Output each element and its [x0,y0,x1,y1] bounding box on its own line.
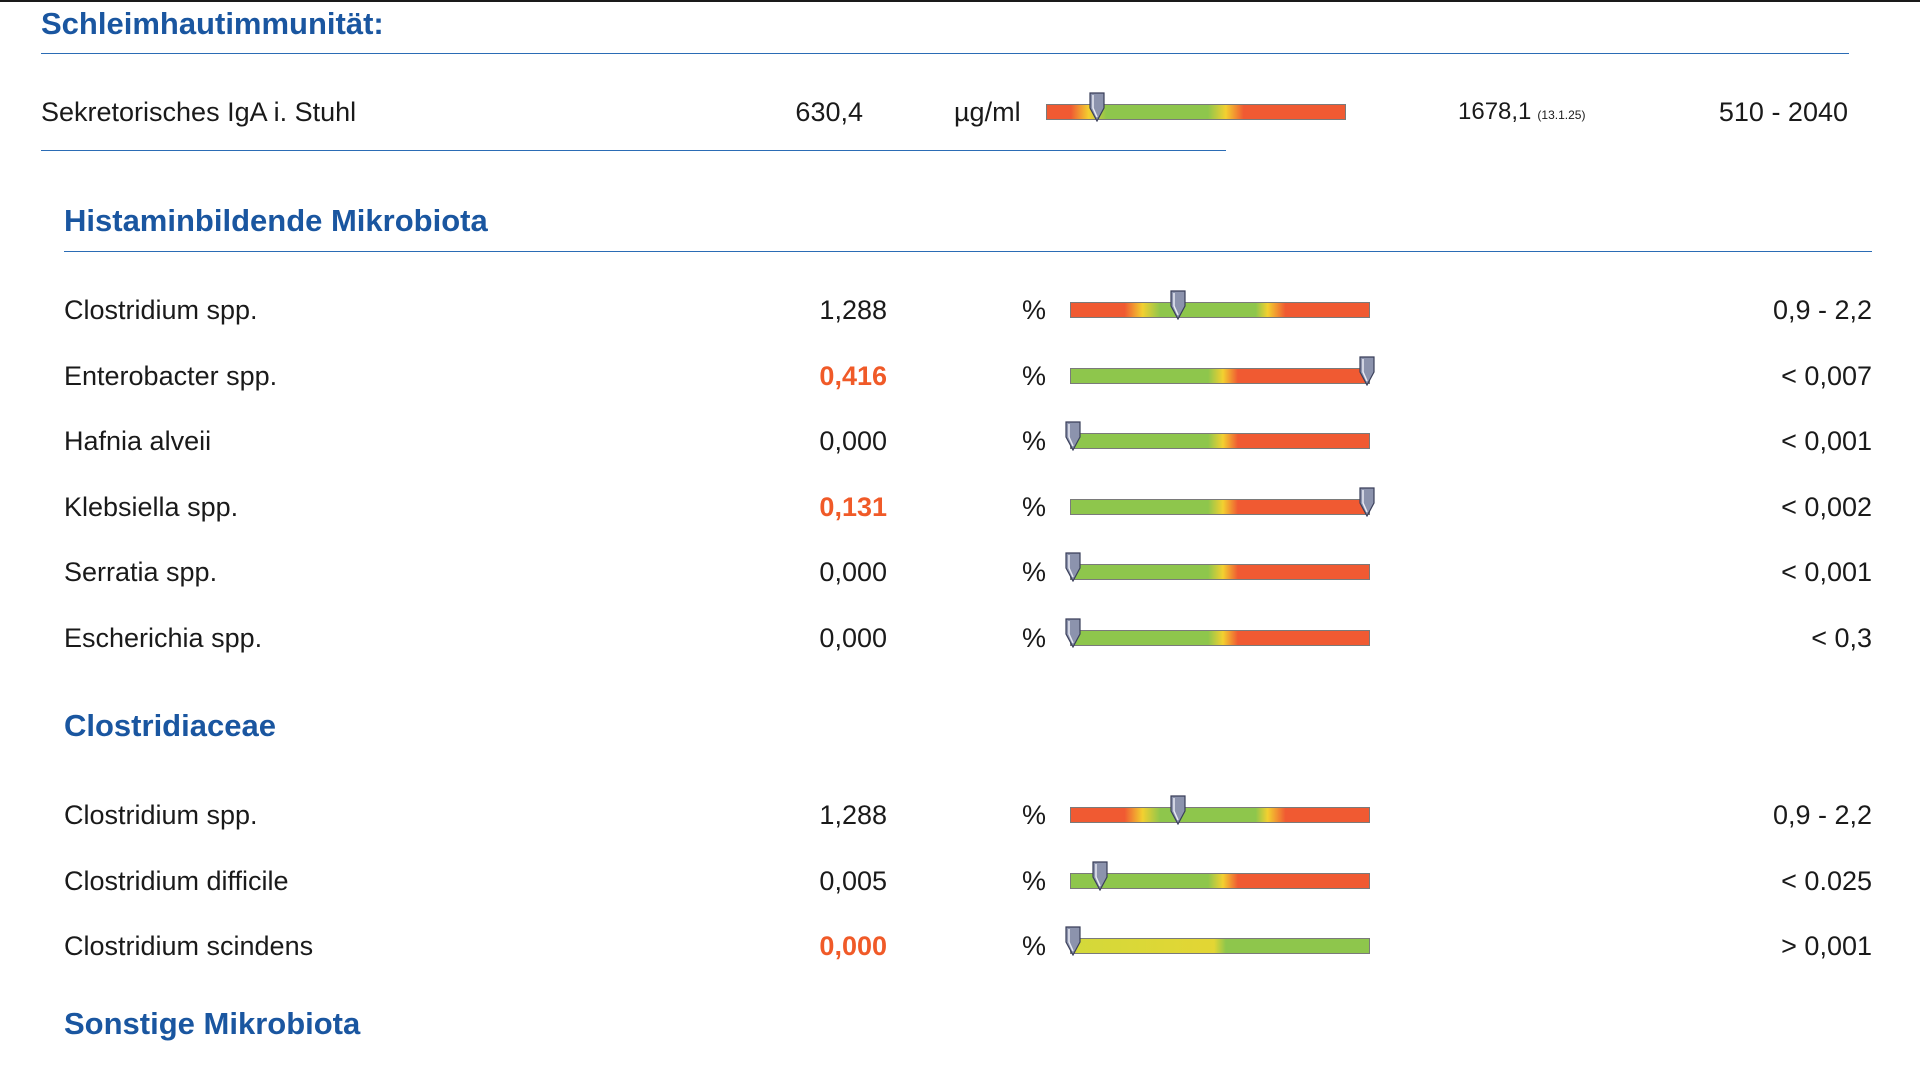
reference-range: < 0,3 [1811,622,1872,653]
range-bar [1070,872,1370,889]
range-bar-indicator [1070,860,1370,901]
result-row: Enterobacter spp. 0,416% < 0,007 [0,355,1920,396]
result-row: Hafnia alveii 0,000% < 0,001 [0,421,1920,461]
section-title-mucosal-immunity: Schleimhautimmunität: [41,6,384,41]
top-border-line [0,0,1920,2]
range-bar-indicator [1065,926,1370,966]
reference-range: < 0,001 [1781,426,1872,456]
analyte-unit: % [1022,557,1047,587]
value-marker-pin-icon [1065,421,1081,451]
reference-range: < 0,001 [1781,557,1872,587]
result-row: Escherichia spp. 0,000% < 0,3 [0,617,1920,658]
section-title-other-microbiota: Sonstige Mikrobiota [64,1006,361,1041]
value-marker-pin-icon [1089,92,1105,122]
section-rule [41,53,1849,54]
analyte-name: Hafnia alveii [64,426,212,456]
analyte-value: 0,000 [819,426,887,456]
analyte-name: Sekretorisches IgA i. Stuhl [41,97,357,127]
reference-range: 0,9 - 2,2 [1772,800,1872,830]
analyte-name: Serratia spp. [64,557,218,587]
analyte-unit: µg/ml [954,97,1021,127]
previous-result: 1678,1 (13.1.25) [1458,92,1585,135]
range-bar-indicator [1070,290,1370,330]
analyte-unit: % [1022,622,1047,653]
analyte-name: Klebsiella spp. [64,491,239,522]
reference-range: < 0.025 [1781,865,1872,896]
analyte-unit: % [1022,865,1047,896]
value-marker-pin-icon [1065,552,1081,582]
section-title-histamine-producing: Histaminbildende Mikrobiota [64,203,488,238]
analyte-unit: % [1022,800,1047,830]
reference-range: > 0,001 [1781,931,1872,961]
range-bar-indicator [1065,421,1370,461]
analyte-value: 0,131 [819,491,887,522]
analyte-unit: % [1022,491,1047,522]
value-marker-pin-icon [1359,486,1375,517]
range-bar-indicator [1070,355,1375,396]
section-title-clostridiaceae: Clostridiaceae [64,708,276,743]
analyte-unit: % [1022,360,1047,391]
previous-value: 1678,1 [1458,98,1532,125]
result-row: Clostridium scindens 0,000% > 0,001 [0,926,1920,966]
value-marker-pin-icon [1065,617,1081,648]
analyte-name: Enterobacter spp. [64,360,278,391]
reference-range: < 0,007 [1781,360,1872,391]
range-bar [1070,302,1370,318]
result-row: Clostridium spp. 1,288% 0,9 - 2,2 [0,290,1920,330]
value-marker-pin-icon [1170,290,1186,320]
value-marker-pin-icon [1170,795,1186,825]
reference-range: < 0,002 [1781,491,1872,522]
range-bar [1046,104,1346,120]
analyte-value: 0,416 [819,360,887,391]
analyte-value: 1,288 [819,800,887,830]
value-marker-pin-icon [1359,355,1375,386]
analyte-unit: % [1022,426,1047,456]
result-row: Clostridium difficile 0,005% < 0.025 [0,860,1920,901]
result-row: Clostridium spp. 1,288% 0,9 - 2,2 [0,795,1920,835]
analyte-unit: % [1022,931,1047,961]
value-marker-pin-icon [1092,860,1108,891]
reference-range: 510 - 2040 [1718,97,1848,127]
analyte-value: 0,000 [819,557,887,587]
range-bar [1070,367,1370,384]
analyte-name: Clostridium spp. [64,800,258,830]
range-bar-indicator [1070,486,1375,527]
row-rule [41,150,1226,151]
analyte-value: 1,288 [819,295,887,325]
range-bar [1070,498,1370,515]
result-row: Serratia spp. 0,000% < 0,001 [0,552,1920,592]
reference-range: 0,9 - 2,2 [1772,295,1872,325]
previous-date: (13.1.25) [1537,108,1586,122]
analyte-value: 0,005 [819,865,887,896]
analyte-value: 630,4 [795,97,863,127]
range-bar [1070,807,1370,823]
range-bar [1070,629,1370,646]
result-row: Klebsiella spp. 0,131% < 0,002 [0,486,1920,527]
section-rule [64,251,1872,252]
range-bar-indicator [1065,617,1370,658]
analyte-name: Clostridium difficile [64,865,289,896]
analyte-name: Clostridium spp. [64,295,258,325]
range-bar-indicator [1070,795,1370,835]
analyte-unit: % [1022,295,1047,325]
analyte-value: 0,000 [819,931,887,961]
result-row-iga: Sekretorisches IgA i. Stuhl 630,4 µg/ml … [0,92,1920,132]
range-bar [1070,564,1370,580]
analyte-name: Escherichia spp. [64,622,263,653]
range-bar [1070,938,1370,954]
analyte-value: 0,000 [819,622,887,653]
range-bar [1070,433,1370,449]
range-bar-indicator [1065,552,1370,592]
range-bar-indicator [1046,92,1346,132]
analyte-name: Clostridium scindens [64,931,314,961]
value-marker-pin-icon [1065,926,1081,956]
